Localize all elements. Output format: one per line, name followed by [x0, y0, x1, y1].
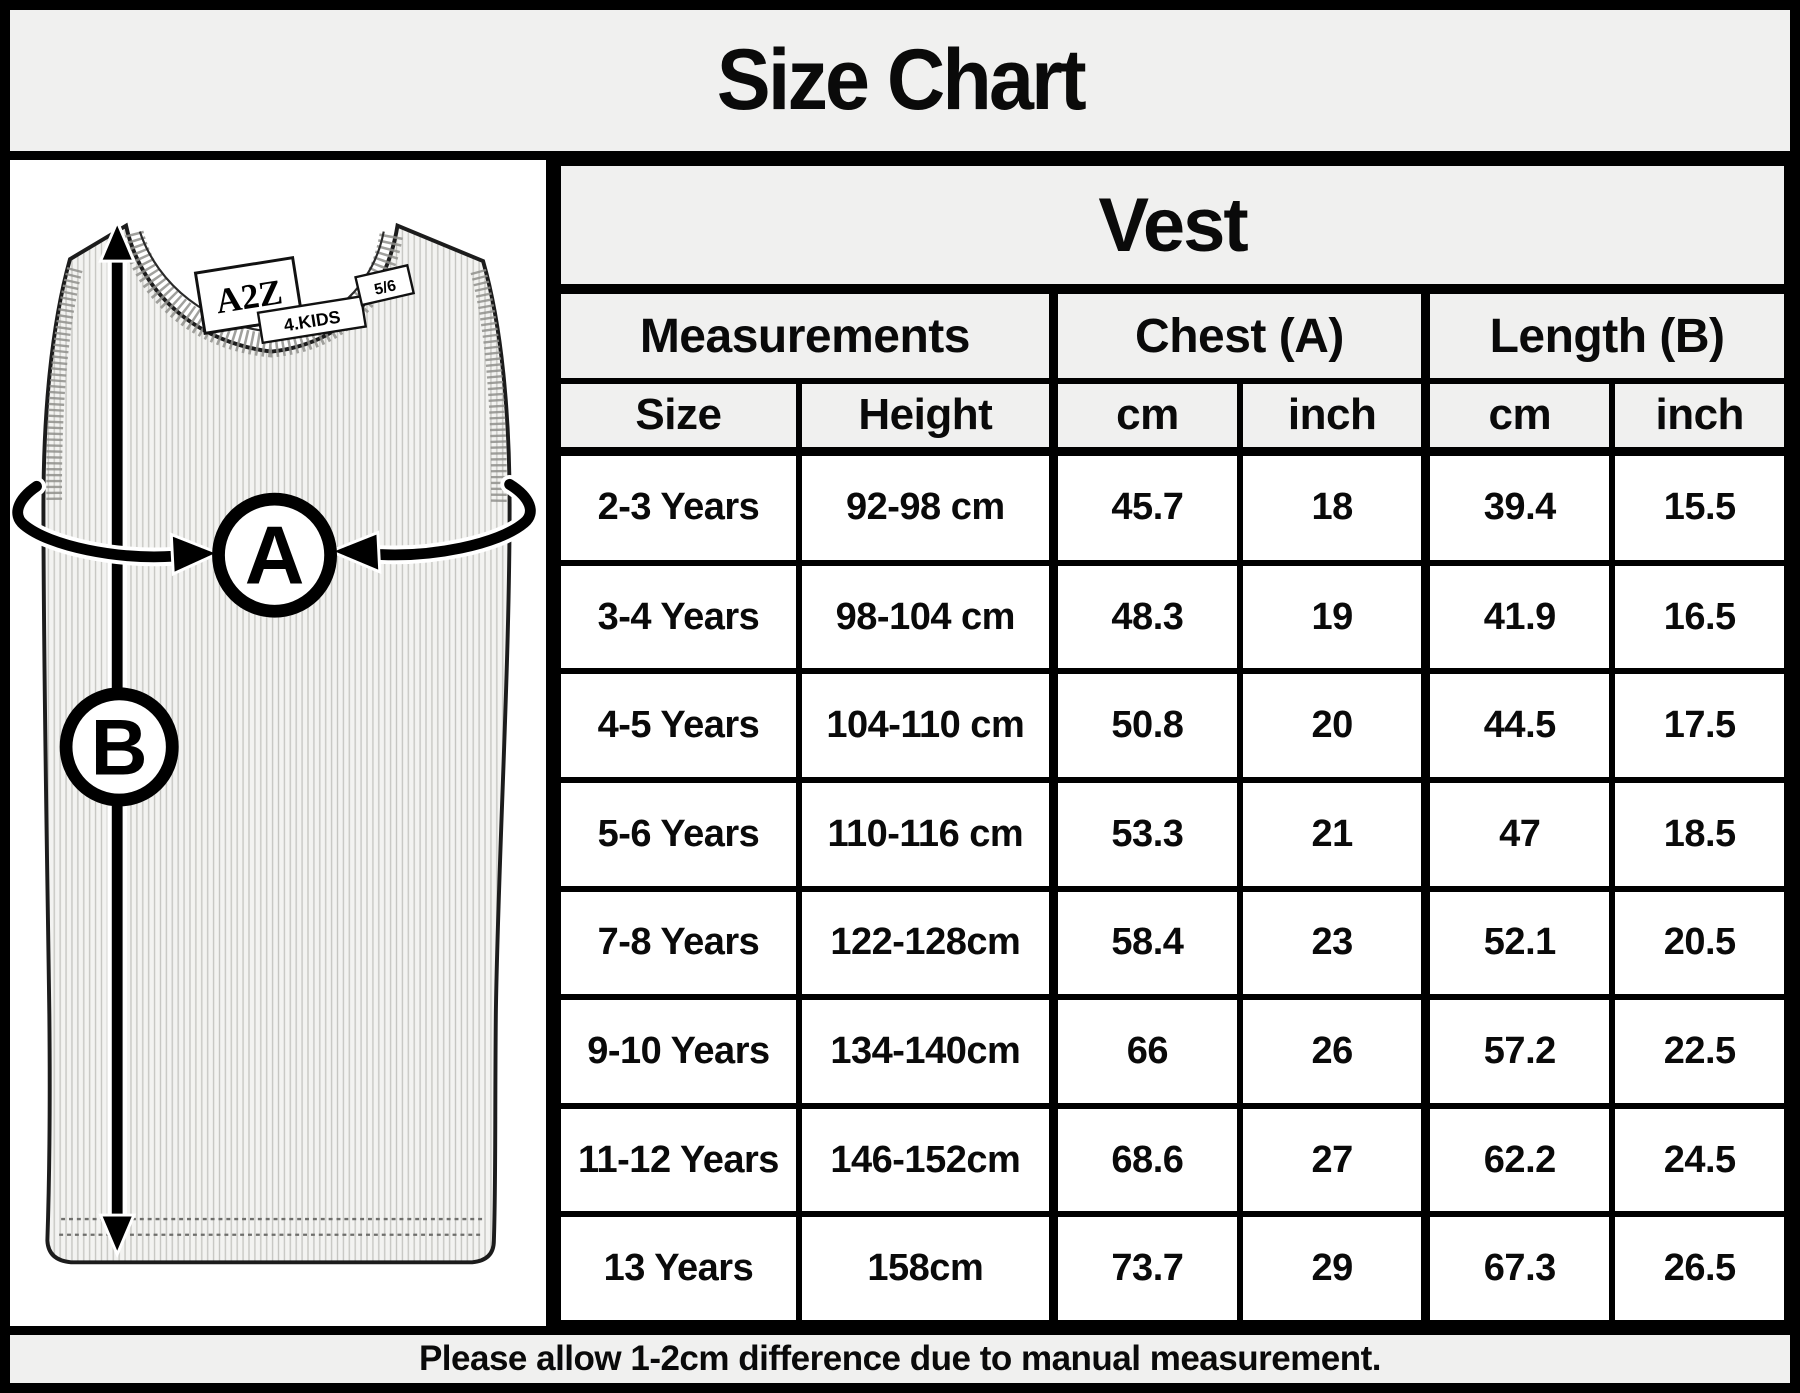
cell-chest-inch: 21 — [1237, 777, 1429, 892]
cell-length-cm: 57.2 — [1421, 994, 1616, 1109]
cell-length-inch: 16.5 — [1609, 559, 1790, 675]
cell-chest-cm: 45.7 — [1048, 448, 1244, 566]
table-row: 11-12 Years 146-152cm 68.6 27 62.2 24.5 — [555, 1102, 1790, 1218]
cell-length-inch: 24.5 — [1609, 1102, 1790, 1218]
cell-size: 3-4 Years — [555, 559, 802, 675]
subheader-chest-cm: cm — [1048, 378, 1244, 456]
cell-length-inch: 17.5 — [1609, 668, 1790, 784]
subheader-length-inch: inch — [1609, 378, 1790, 456]
cell-length-cm: 44.5 — [1421, 668, 1616, 784]
cell-chest-inch: 18 — [1237, 448, 1429, 566]
cell-height: 146-152cm — [795, 1102, 1057, 1218]
cell-size: 7-8 Years — [555, 885, 802, 1001]
cell-length-cm: 47 — [1421, 777, 1616, 892]
length-badge-letter: B — [91, 703, 148, 791]
chest-badge-letter: A — [245, 509, 305, 602]
cell-length-inch: 22.5 — [1609, 994, 1790, 1109]
cell-length-cm: 52.1 — [1421, 885, 1616, 1001]
chest-badge-a: A — [212, 492, 338, 618]
table-row: 7-8 Years 122-128cm 58.4 23 52.1 20.5 — [555, 885, 1790, 1001]
cell-length-inch: 26.5 — [1609, 1211, 1790, 1326]
cell-chest-inch: 20 — [1237, 668, 1429, 784]
cell-chest-cm: 50.8 — [1048, 668, 1244, 784]
cell-height: 110-116 cm — [795, 777, 1057, 892]
table-row: 9-10 Years 134-140cm 66 26 57.2 22.5 — [555, 994, 1790, 1109]
length-badge-b: B — [59, 687, 179, 807]
cell-length-inch: 20.5 — [1609, 885, 1790, 1001]
cell-chest-cm: 66 — [1048, 994, 1244, 1109]
cell-length-cm: 62.2 — [1421, 1102, 1616, 1218]
armhole-band-left — [46, 266, 83, 504]
group-header-measurements: Measurements — [554, 286, 1057, 384]
cell-chest-inch: 27 — [1237, 1102, 1429, 1218]
cell-size: 11-12 Years — [555, 1102, 802, 1218]
subheader-length-cm: cm — [1421, 378, 1616, 456]
cell-chest-cm: 58.4 — [1048, 885, 1244, 1001]
group-header-chest: Chest (A) — [1048, 286, 1429, 384]
cell-size: 5-6 Years — [555, 777, 802, 892]
table-title: Vest — [555, 160, 1790, 294]
table-panel: Vest Measurements Chest (A) Length (B) S… — [554, 160, 1791, 1326]
cell-size: 9-10 Years — [555, 994, 802, 1109]
cell-height: 98-104 cm — [795, 559, 1057, 675]
size-table: Vest Measurements Chest (A) Length (B) S… — [554, 160, 1791, 1326]
cell-length-cm: 67.3 — [1421, 1211, 1616, 1326]
cell-length-inch: 18.5 — [1609, 777, 1790, 892]
vest-illustration-panel: A2Z 4.KIDS 5/6 — [10, 160, 555, 1326]
cell-chest-cm: 68.6 — [1048, 1102, 1244, 1218]
cell-size: 13 Years — [555, 1211, 802, 1326]
cell-height: 158cm — [795, 1211, 1057, 1326]
group-header-length: Length (B) — [1421, 286, 1791, 384]
cell-chest-inch: 23 — [1237, 885, 1429, 1001]
cell-chest-inch: 29 — [1237, 1211, 1429, 1326]
subheader-chest-inch: inch — [1237, 378, 1429, 456]
cell-length-inch: 15.5 — [1609, 448, 1790, 566]
chest-arrow-a — [10, 475, 540, 577]
subheader-height: Height — [795, 378, 1057, 456]
armhole-band-right — [470, 268, 507, 504]
note-bar: Please allow 1-2cm difference due to man… — [10, 1326, 1790, 1383]
subheader-size: Size — [555, 378, 802, 456]
table-row: 13 Years 158cm 73.7 29 67.3 26.5 — [555, 1211, 1790, 1326]
cell-chest-inch: 26 — [1237, 994, 1429, 1109]
table-row: 5-6 Years 110-116 cm 53.3 21 47 18.5 — [555, 777, 1790, 892]
cell-chest-inch: 19 — [1237, 559, 1429, 675]
cell-chest-cm: 53.3 — [1048, 777, 1244, 892]
cell-height: 92-98 cm — [795, 448, 1057, 566]
cell-size: 4-5 Years — [555, 668, 802, 784]
measurement-note: Please allow 1-2cm difference due to man… — [418, 1339, 1382, 1378]
cell-height: 122-128cm — [795, 885, 1057, 1001]
cell-length-cm: 39.4 — [1421, 448, 1616, 566]
hem-stitching — [59, 1217, 485, 1236]
brand-subtag: 4.KIDS — [256, 295, 368, 345]
size-tag: 5/6 — [354, 263, 416, 307]
cell-length-cm: 41.9 — [1421, 559, 1616, 675]
cell-chest-cm: 48.3 — [1048, 559, 1244, 675]
title-banner: Size Chart — [10, 10, 1790, 160]
table-row: 2-3 Years 92-98 cm 45.7 18 39.4 15.5 — [555, 448, 1790, 566]
table-row: 3-4 Years 98-104 cm 48.3 19 41.9 16.5 — [555, 559, 1790, 675]
cell-height: 134-140cm — [795, 994, 1057, 1109]
cell-height: 104-110 cm — [795, 668, 1057, 784]
cell-size: 2-3 Years — [555, 448, 802, 566]
table-row: 4-5 Years 104-110 cm 50.8 20 44.5 17.5 — [555, 668, 1790, 784]
size-tag-text: 5/6 — [373, 277, 398, 299]
main-area: A2Z 4.KIDS 5/6 — [10, 160, 1791, 1326]
page-title: Size Chart — [716, 32, 1086, 128]
cell-chest-cm: 73.7 — [1048, 1211, 1244, 1326]
vest-illustration: A2Z 4.KIDS 5/6 — [10, 217, 540, 1265]
